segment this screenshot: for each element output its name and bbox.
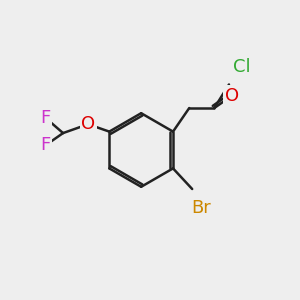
Text: F: F bbox=[40, 136, 50, 154]
Text: O: O bbox=[81, 115, 95, 133]
Text: Cl: Cl bbox=[233, 58, 251, 76]
Text: O: O bbox=[225, 87, 239, 105]
Text: Br: Br bbox=[191, 199, 211, 217]
Text: F: F bbox=[40, 109, 50, 127]
